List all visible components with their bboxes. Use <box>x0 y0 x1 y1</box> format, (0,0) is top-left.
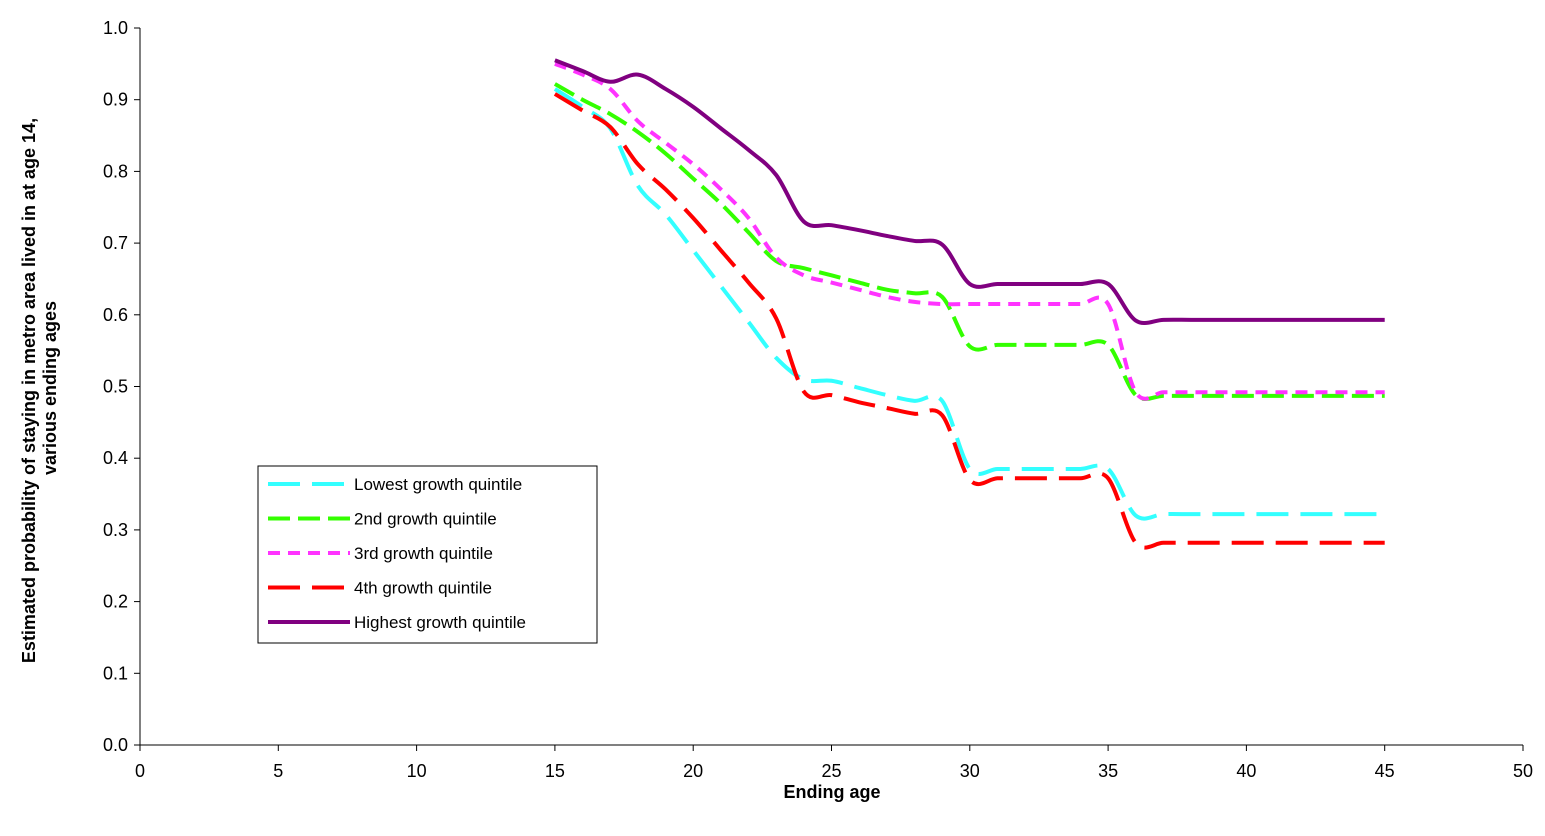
x-tick-label: 25 <box>821 761 841 781</box>
y-tick-label: 1.0 <box>103 18 128 38</box>
series-line-2 <box>553 82 1385 402</box>
x-tick-label: 0 <box>135 761 145 781</box>
y-axis-title: Estimated probability of staying in metr… <box>19 113 60 663</box>
y-tick-label: 0.1 <box>103 663 128 683</box>
y-tick-label: 0.5 <box>103 377 128 397</box>
x-tick-label: 40 <box>1236 761 1256 781</box>
y-axis-title-line-1: Estimated probability of staying in metr… <box>19 118 39 663</box>
legend-label-1: Lowest growth quintile <box>354 475 522 494</box>
series-line-5 <box>554 58 1385 325</box>
y-tick-label: 0.8 <box>103 161 128 181</box>
x-tick-label: 50 <box>1513 761 1533 781</box>
y-axis-title-line-2: various ending ages <box>40 301 60 475</box>
series-line-4 <box>553 92 1385 550</box>
axes: 0 5 10 15 20 25 30 35 40 45 50 0.0 0.1 0.2 0.3 0.4 0.5 0.… <box>103 18 1533 781</box>
x-tick-label: 45 <box>1375 761 1395 781</box>
series-lines <box>553 58 1385 550</box>
x-tick-label: 15 <box>545 761 565 781</box>
y-tick-label: 0.6 <box>103 305 128 325</box>
x-tick-label: 5 <box>273 761 283 781</box>
y-tick-label: 0.9 <box>103 90 128 110</box>
x-tick-label: 30 <box>960 761 980 781</box>
y-tick-label: 0.4 <box>103 448 128 468</box>
y-tick-label: 0.3 <box>103 520 128 540</box>
x-tick-label: 35 <box>1098 761 1118 781</box>
x-axis-title: Ending age <box>783 782 880 802</box>
x-tick-label: 10 <box>407 761 427 781</box>
legend-label-2: 2nd growth quintile <box>354 510 497 529</box>
legend-label-3: 3rd growth quintile <box>354 544 493 563</box>
x-tick-label: 20 <box>683 761 703 781</box>
y-tick-label: 0.7 <box>103 233 128 253</box>
series-line-3 <box>554 61 1385 401</box>
y-tick-label: 0.2 <box>103 592 128 612</box>
y-tick-label: 0.0 <box>103 735 128 755</box>
legend-label-4: 4th growth quintile <box>354 579 492 598</box>
legend-label-5: Highest growth quintile <box>354 613 526 632</box>
legend: Lowest growth quintile 2nd growth quintil… <box>257 465 598 644</box>
